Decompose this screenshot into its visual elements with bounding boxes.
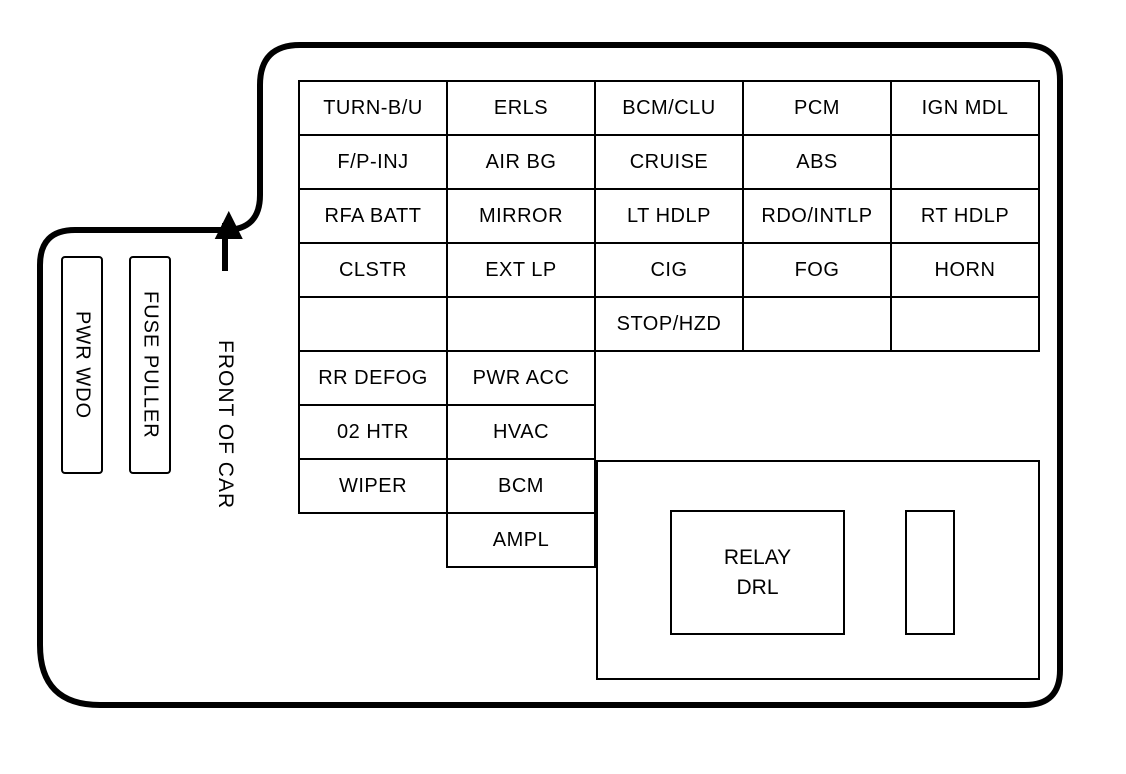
fuse-cell: CRUISE [595,135,743,189]
fuse-cell: PCM [743,81,891,135]
fuse-cell: TURN-B/U [299,81,447,135]
fuse-cell [891,297,1039,351]
fuse-row: CLSTR EXT LP CIG FOG HORN [299,243,1039,297]
fuse-cell: HORN [891,243,1039,297]
fuse-row: TURN-B/U ERLS BCM/CLU PCM IGN MDL [299,81,1039,135]
fuse-cell: IGN MDL [891,81,1039,135]
pwr-wdo-box: PWR WDO [61,256,103,474]
fuse-cell [743,297,891,351]
fuse-cell: STOP/HZD [595,297,743,351]
fuse-cell-empty [595,351,743,405]
fuse-cell-empty [743,405,891,459]
fuse-cell [447,297,595,351]
fuse-cell: MIRROR [447,189,595,243]
fuse-cell: RFA BATT [299,189,447,243]
front-of-car-label: FRONT OF CAR [210,275,240,575]
relay-small-box [905,510,955,635]
fuse-cell: HVAC [447,405,595,459]
fuse-cell: EXT LP [447,243,595,297]
fuse-row: 02 HTR HVAC [299,405,1039,459]
fuse-cell: BCM/CLU [595,81,743,135]
fuse-cell: 02 HTR [299,405,447,459]
fuse-cell: RT HDLP [891,189,1039,243]
fuse-row: RR DEFOG PWR ACC [299,351,1039,405]
fuse-puller-box: FUSE PULLER [129,256,171,474]
fuse-cell: ABS [743,135,891,189]
fuse-cell: BCM [447,459,595,513]
fuse-cell: LT HDLP [595,189,743,243]
fuse-cell: ERLS [447,81,595,135]
arrow-tail [222,223,228,271]
fuse-cell: FOG [743,243,891,297]
fuse-cell: CLSTR [299,243,447,297]
fuse-cell: F/P-INJ [299,135,447,189]
fuse-cell: RR DEFOG [299,351,447,405]
fuse-cell: PWR ACC [447,351,595,405]
relay-drl-box: RELAY DRL [670,510,845,635]
fuse-cell: AIR BG [447,135,595,189]
fuse-cell: CIG [595,243,743,297]
fuse-cell-empty [595,405,743,459]
fuse-cell-empty [299,513,447,567]
fuse-row: F/P-INJ AIR BG CRUISE ABS [299,135,1039,189]
fuse-cell-empty [891,405,1039,459]
relay-label-line1: RELAY [724,546,791,569]
relay-label-line2: DRL [736,576,778,599]
fuse-cell-empty [891,351,1039,405]
fuse-row: RFA BATT MIRROR LT HDLP RDO/INTLP RT HDL… [299,189,1039,243]
fuse-cell: AMPL [447,513,595,567]
fuse-cell: WIPER [299,459,447,513]
fuse-cell-empty [743,351,891,405]
fuse-cell [891,135,1039,189]
fuse-cell: RDO/INTLP [743,189,891,243]
fuse-row: STOP/HZD [299,297,1039,351]
fuse-cell [299,297,447,351]
